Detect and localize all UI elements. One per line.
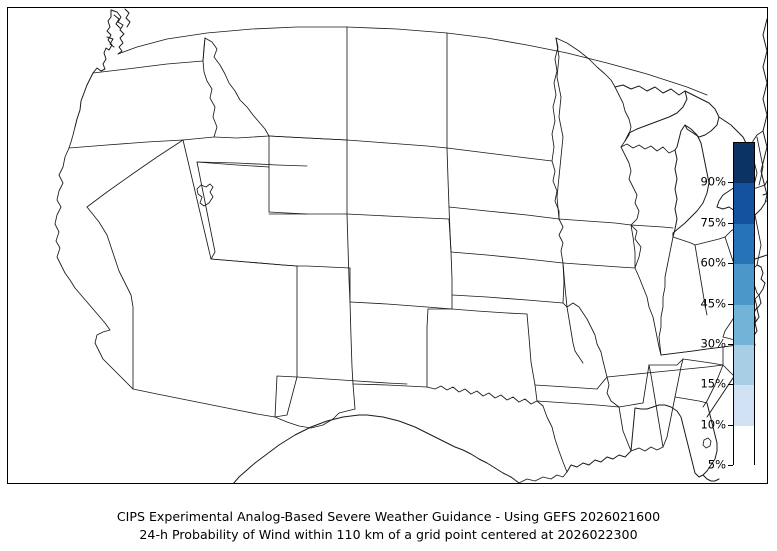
colorbar-band — [734, 385, 754, 426]
colorbar-band — [734, 264, 754, 305]
colorbar-band — [734, 143, 754, 184]
caption-line-1: CIPS Experimental Analog-Based Severe We… — [116, 509, 661, 524]
figure-caption: CIPS Experimental Analog-Based Severe We… — [0, 508, 777, 544]
caption-line-2: 24-h Probability of Wind within 110 km o… — [139, 527, 638, 542]
colorbar-gradient — [733, 142, 755, 466]
colorbar-band — [734, 344, 754, 386]
colorbar-band — [734, 425, 754, 466]
probability-colorbar[interactable]: 90% 75% 60% 45% 30% 15% 10% 5% — [700, 142, 755, 470]
us-map-outline — [7, 7, 768, 484]
map-panel[interactable] — [7, 7, 768, 484]
colorbar-band — [734, 183, 754, 224]
colorbar-band — [734, 223, 754, 265]
colorbar-band — [734, 304, 754, 345]
